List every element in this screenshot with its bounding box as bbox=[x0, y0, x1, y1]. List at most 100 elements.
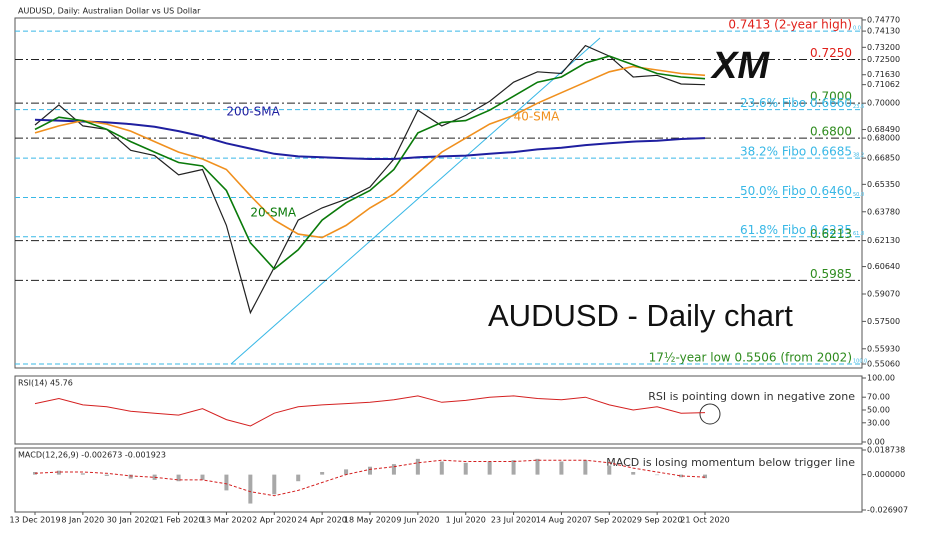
macd-title: MACD(12,26,9) -0.002673 -0.001923 bbox=[18, 451, 166, 460]
series-line bbox=[34, 65, 706, 239]
level-label: 0.7250 bbox=[810, 46, 852, 60]
fibo-tag: 38.2 bbox=[853, 153, 864, 159]
y-tick-label: 0.55930 bbox=[867, 344, 900, 353]
fibo-tag: 100.0 bbox=[853, 358, 867, 364]
macd-bar bbox=[104, 474, 109, 476]
macd-bar bbox=[415, 458, 420, 475]
y-tick-label: 0.74770 bbox=[867, 15, 900, 24]
macd-bar bbox=[80, 473, 85, 475]
level-label: 23.6% Fibo 0.6660 bbox=[740, 96, 852, 110]
macd-bar bbox=[272, 474, 277, 495]
x-tick-label: 8 Jan 2020 bbox=[61, 516, 104, 525]
macd-bar bbox=[56, 470, 61, 475]
macd-bar bbox=[463, 462, 468, 475]
macd-bar bbox=[487, 461, 492, 475]
y-tick-label: 100.00 bbox=[867, 374, 895, 383]
macd-bar bbox=[439, 461, 444, 475]
macd-bar bbox=[559, 461, 564, 475]
x-tick-label: 13 Mar 2020 bbox=[201, 516, 252, 525]
x-tick-label: 13 Dec 2019 bbox=[9, 516, 60, 525]
x-tick-label: 29 Sep 2020 bbox=[632, 516, 683, 525]
macd-note: MACD is losing momentum below trigger li… bbox=[606, 456, 855, 469]
y-tick-label: 0.018738 bbox=[867, 446, 905, 455]
y-tick-label: 50.00 bbox=[867, 406, 890, 415]
rsi-title: RSI(14) 45.76 bbox=[18, 379, 73, 388]
x-tick-label: 30 Jan 2020 bbox=[107, 516, 155, 525]
y-tick-label: 0.70000 bbox=[867, 99, 900, 108]
macd-bar bbox=[631, 472, 636, 475]
sma-label: 200-SMA bbox=[226, 104, 280, 118]
series-line bbox=[34, 459, 706, 497]
y-tick-label: 0.55060 bbox=[867, 359, 900, 368]
macd-bar bbox=[176, 474, 181, 482]
y-tick-label: 0.57500 bbox=[867, 317, 900, 326]
series-line bbox=[34, 395, 706, 427]
x-tick-label: 24 Apr 2020 bbox=[297, 516, 346, 525]
y-tick-label: 0.000000 bbox=[867, 470, 905, 479]
x-tick-label: 9 Jun 2020 bbox=[396, 516, 439, 525]
price-frame bbox=[14, 17, 863, 369]
level-label: 0.6213 bbox=[810, 227, 852, 241]
level-label: 0.5985 bbox=[810, 267, 852, 281]
x-tick-label: 21 Feb 2020 bbox=[154, 516, 204, 525]
x-tick-label: 2 Apr 2020 bbox=[252, 516, 296, 525]
y-tick-label: 70.00 bbox=[867, 393, 890, 402]
level-label: 0.7000 bbox=[810, 90, 852, 104]
macd-bar bbox=[583, 460, 588, 475]
y-tick-label: 0.73200 bbox=[867, 43, 900, 52]
series-line bbox=[34, 44, 706, 315]
y-tick-label: 0.71062 bbox=[867, 80, 900, 89]
y-tick-label: 0.72500 bbox=[867, 55, 900, 64]
y-tick-label: 0.68000 bbox=[867, 134, 900, 143]
y-tick-label: 0.68490 bbox=[867, 125, 900, 134]
sma-label: 40-SMA bbox=[514, 110, 561, 124]
macd-bar bbox=[248, 474, 253, 504]
sma-label: 20-SMA bbox=[250, 206, 297, 220]
trend-line bbox=[230, 37, 601, 365]
macd-bar bbox=[152, 474, 157, 480]
y-tick-label: 0.66850 bbox=[867, 154, 900, 163]
fibo-tag: 0.0 bbox=[853, 26, 861, 32]
macd-frame bbox=[14, 447, 863, 513]
series-line bbox=[34, 118, 706, 160]
macd-bar bbox=[607, 465, 612, 475]
header: AUDUSD, Daily: Australian Dollar vs US D… bbox=[18, 7, 201, 16]
y-tick-label: 0.60640 bbox=[867, 262, 900, 271]
series-line bbox=[34, 55, 706, 271]
macd-bar bbox=[320, 472, 325, 475]
macd-bar bbox=[703, 474, 707, 479]
logo-bg bbox=[705, 46, 805, 86]
macd-bar bbox=[511, 460, 516, 475]
rsi-frame bbox=[14, 375, 863, 445]
level-label: 17½-year low 0.5506 (from 2002) bbox=[649, 350, 852, 364]
level-label: 38.2% Fibo 0.6685 bbox=[740, 145, 852, 159]
fibo-tag: 50.0 bbox=[853, 192, 864, 198]
x-tick-label: 21 Oct 2020 bbox=[680, 516, 729, 525]
fibo-tag: 61.8 bbox=[853, 231, 864, 237]
big-title: AUDUSD - Daily chart bbox=[488, 298, 793, 333]
macd-bar bbox=[344, 469, 349, 475]
y-tick-label: 0.71630 bbox=[867, 70, 900, 79]
logo-text: XM bbox=[710, 45, 770, 87]
level-label: 50.0% Fibo 0.6460 bbox=[740, 184, 852, 198]
x-tick-label: 1 Jul 2020 bbox=[446, 516, 486, 525]
x-tick-label: 18 May 2020 bbox=[344, 516, 396, 525]
rsi-circle bbox=[699, 403, 721, 425]
x-tick-label: 7 Sep 2020 bbox=[586, 516, 632, 525]
macd-bar bbox=[679, 474, 684, 478]
y-tick-label: 0.62130 bbox=[867, 236, 900, 245]
x-tick-label: 14 Aug 2020 bbox=[536, 516, 587, 525]
logo: XM bbox=[705, 45, 805, 87]
level-label: 0.6800 bbox=[810, 125, 852, 139]
macd-bar bbox=[200, 474, 205, 480]
level-label: 61.8% Fibo 0.6235 bbox=[740, 223, 852, 237]
macd-bar bbox=[296, 474, 301, 482]
y-tick-label: 0.63780 bbox=[867, 207, 900, 216]
y-tick-label: 30.00 bbox=[867, 418, 890, 427]
level-label: 0.7413 (2-year high) bbox=[728, 18, 852, 32]
y-tick-label: -0.026907 bbox=[867, 506, 908, 515]
macd-bar bbox=[128, 474, 133, 479]
macd-bar bbox=[224, 474, 229, 491]
macd-bar bbox=[33, 472, 37, 475]
